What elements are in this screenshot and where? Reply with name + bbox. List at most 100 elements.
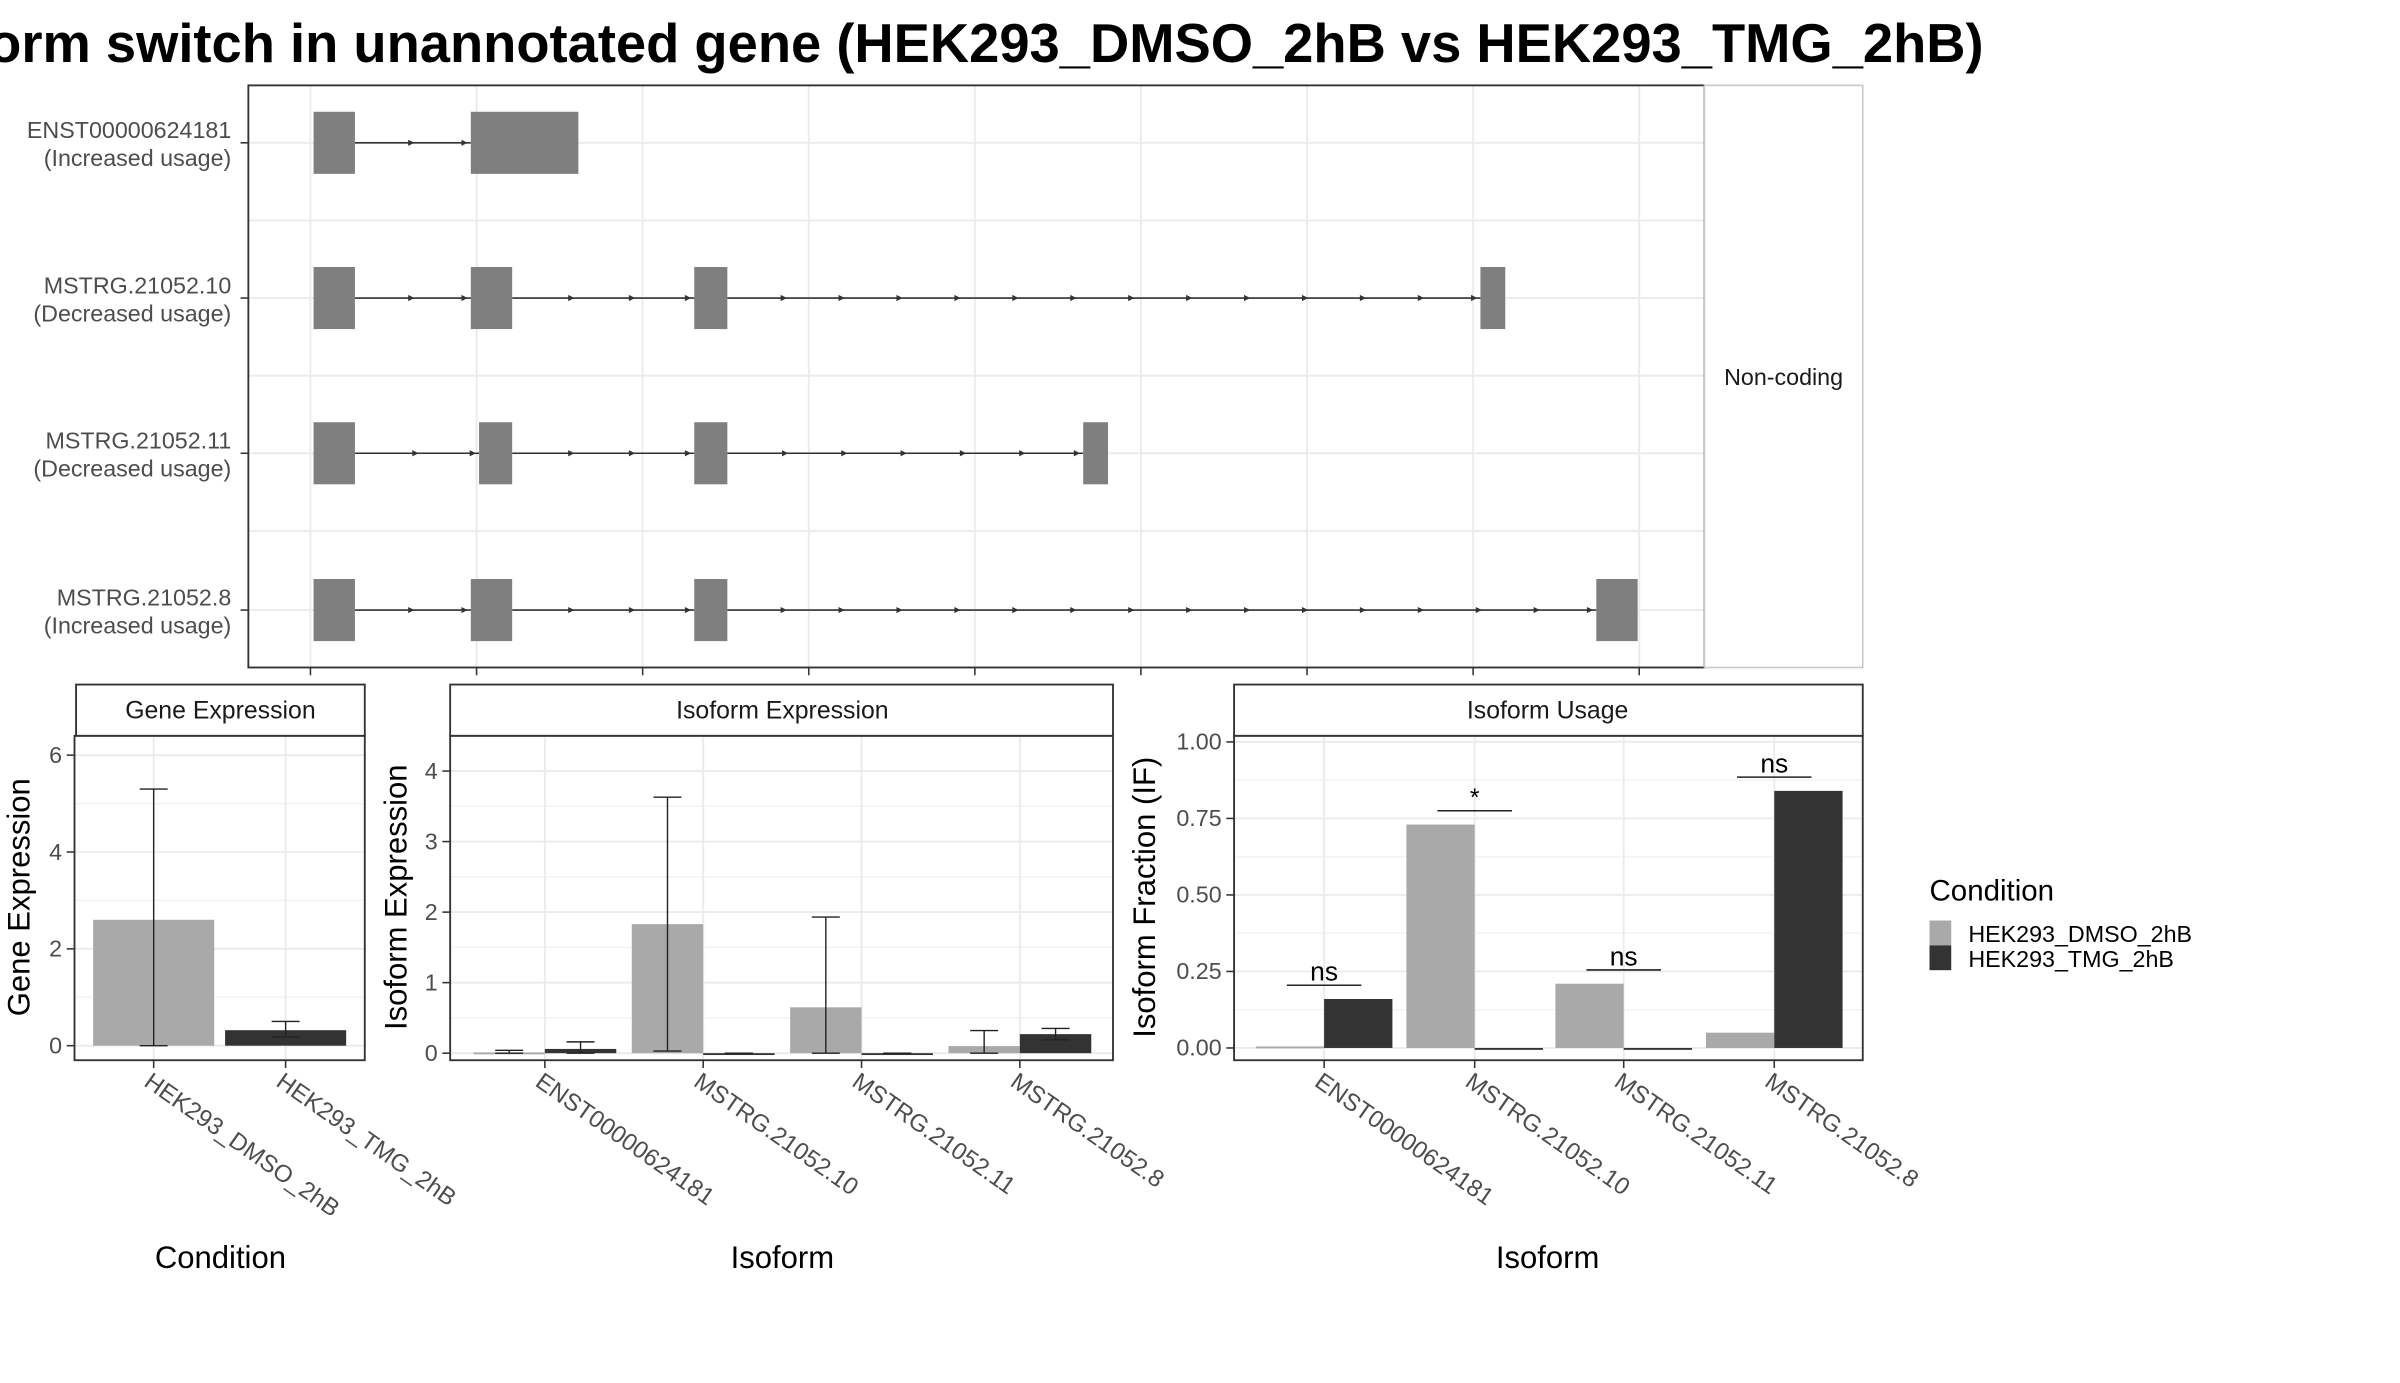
- y-tick-label: 1.00: [1176, 729, 1221, 755]
- intron-arrow: [838, 606, 845, 614]
- exon-block: [313, 266, 355, 330]
- bar: [1255, 1046, 1325, 1049]
- exon-block: [479, 422, 513, 485]
- exon-block: [313, 579, 355, 642]
- bar: [1474, 1047, 1543, 1050]
- x-axis-title: Isoform: [1496, 1240, 1599, 1275]
- exon-block: [694, 579, 728, 642]
- intron-arrow: [461, 294, 468, 302]
- intron-arrow: [900, 450, 907, 457]
- exon-block: [470, 266, 513, 330]
- y-tick-label: 6: [49, 742, 62, 768]
- y-tick-label: 0.50: [1176, 882, 1221, 908]
- intron-arrow: [1012, 294, 1019, 302]
- intron-arrow: [628, 450, 636, 457]
- intron-arrow: [1244, 294, 1251, 302]
- intron-arrow: [1186, 606, 1193, 614]
- intron-arrow: [896, 294, 903, 302]
- intron-arrow: [684, 606, 692, 614]
- intron-arrow: [1417, 294, 1425, 302]
- y-axis-title: Isoform Expression: [379, 764, 414, 1030]
- intron-arrow: [781, 450, 789, 457]
- panel-strip: [1233, 683, 1864, 737]
- exon-block: [1596, 579, 1638, 642]
- panel-strip: [449, 683, 1114, 737]
- bar: [703, 1053, 775, 1056]
- intron-arrow: [1586, 606, 1594, 614]
- exon-block: [313, 422, 355, 485]
- significance-label: ns: [1610, 941, 1638, 971]
- transcript-id-label: MSTRG.21052.11: [45, 428, 231, 454]
- y-tick-label: 0: [49, 1032, 62, 1058]
- x-axis-title: Isoform: [731, 1240, 834, 1275]
- intron-arrow: [1301, 294, 1309, 302]
- facet-strip: [1703, 84, 1864, 669]
- intron-arrow: [1070, 294, 1077, 302]
- y-tick-label: 2: [425, 899, 438, 925]
- intron-arrow: [461, 606, 468, 614]
- significance-label: ns: [1760, 748, 1788, 778]
- intron-arrow: [1012, 606, 1019, 614]
- y-axis-title: Isoform Fraction (IF): [1127, 757, 1162, 1038]
- y-tick-label: 3: [425, 828, 438, 854]
- intron-arrow: [568, 450, 575, 457]
- y-tick-label: 0: [425, 1040, 438, 1066]
- transcript-usage-label: (Increased usage): [44, 145, 232, 171]
- bar: [1406, 824, 1475, 1048]
- panel-title: Isoform Usage: [1467, 698, 1628, 725]
- intron-arrow: [568, 606, 575, 614]
- intron-arrow: [1070, 606, 1077, 614]
- bar: [1019, 1034, 1092, 1054]
- bar: [225, 1030, 347, 1046]
- intron-arrow: [780, 294, 787, 302]
- legend-label-tmg: HEK293_TMG_2hB: [1968, 946, 2174, 972]
- intron-arrow: [1186, 294, 1193, 302]
- isoform-usage-panel: 0.00 0.25 0.50 0.75 1.00 ns * ns ns Isoform Usage…: [1127, 683, 1923, 1275]
- exon-block: [470, 111, 579, 174]
- transcript-usage-label: (Increased usage): [44, 612, 232, 638]
- intron-arrow: [780, 606, 787, 614]
- y-tick-label: 4: [49, 839, 62, 865]
- legend-label-dmso: HEK293_DMSO_2hB: [1968, 921, 2192, 947]
- figure-title: Isoform switch in unannotated gene (HEK2…: [0, 13, 1984, 74]
- intron-arrow: [408, 139, 415, 146]
- panel-title: Gene Expression: [125, 698, 315, 725]
- facet-strip-label: Non-coding: [1724, 364, 1843, 390]
- intron-arrow: [1359, 606, 1367, 614]
- intron-arrow: [461, 139, 468, 146]
- intron-arrow: [1073, 450, 1081, 457]
- bar: [1774, 790, 1843, 1048]
- intron-arrow: [1475, 606, 1482, 614]
- intron-arrow: [1019, 450, 1026, 457]
- x-tick-label: MSTRG.21052.8: [1760, 1068, 1923, 1194]
- intron-arrow: [684, 450, 692, 457]
- intron-arrow: [838, 294, 845, 302]
- y-tick-label: 0.75: [1176, 805, 1221, 831]
- transcript-usage-label: (Decreased usage): [33, 456, 231, 482]
- intron-arrow: [1128, 294, 1135, 302]
- exon-block: [1480, 266, 1506, 330]
- bar: [1705, 1032, 1775, 1048]
- intron-arrow: [1359, 294, 1367, 302]
- intron-arrow: [628, 294, 636, 302]
- exon-block: [694, 422, 728, 485]
- intron-arrow: [408, 294, 415, 302]
- y-tick-label: 2: [49, 936, 62, 962]
- intron-arrow: [1533, 606, 1540, 614]
- bar: [1324, 999, 1393, 1048]
- bar: [1623, 1047, 1693, 1050]
- intron-arrow: [959, 450, 967, 457]
- x-tick-label: MSTRG.21052.10: [689, 1068, 863, 1201]
- transcript-usage-label: (Decreased usage): [33, 300, 231, 326]
- intron-arrow: [628, 606, 636, 614]
- intron-arrow: [408, 606, 415, 614]
- y-axis-title: Gene Expression: [1, 778, 36, 1016]
- intron-arrow: [896, 606, 903, 614]
- panel-strip: [75, 683, 366, 737]
- transcript-id-label: MSTRG.21052.8: [57, 584, 232, 610]
- bar: [1555, 983, 1624, 1048]
- intron-arrow: [568, 294, 575, 302]
- y-tick-label: 1: [425, 969, 438, 995]
